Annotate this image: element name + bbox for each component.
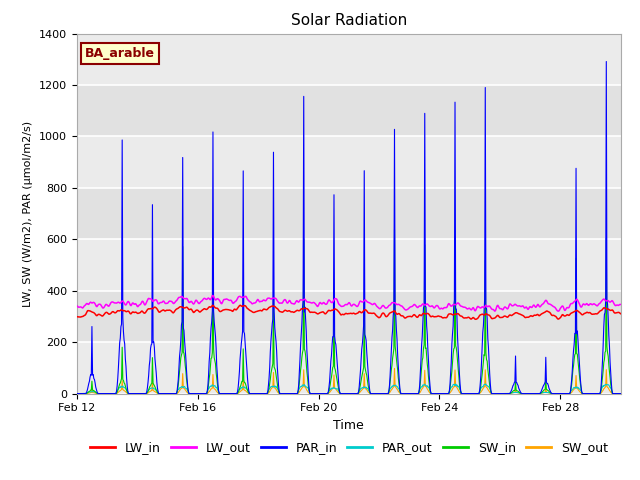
LW_out xyxy=(201,296,209,301)
Bar xyxy=(77,85,621,136)
SW_out xyxy=(381,391,389,396)
Line: LW_in: LW_in xyxy=(77,305,621,319)
SW_in xyxy=(390,227,398,233)
SW_in xyxy=(381,391,389,396)
SW_out xyxy=(300,367,308,372)
PAR_in xyxy=(617,391,625,396)
LW_in xyxy=(301,305,308,311)
LW_in xyxy=(472,316,479,322)
SW_in xyxy=(300,236,308,242)
PAR_out xyxy=(73,391,81,396)
SW_in xyxy=(271,366,278,372)
LW_in xyxy=(236,302,244,308)
LW_out xyxy=(271,295,279,301)
PAR_in xyxy=(93,386,100,392)
SW_out xyxy=(617,391,625,396)
LW_out xyxy=(554,308,562,314)
LW_in xyxy=(382,313,390,319)
SW_in xyxy=(73,391,81,396)
Y-axis label: LW, SW (W/m2), PAR (µmol/m2/s): LW, SW (W/m2), PAR (µmol/m2/s) xyxy=(24,120,33,307)
SW_out xyxy=(513,390,520,396)
X-axis label: Time: Time xyxy=(333,419,364,432)
SW_out xyxy=(73,391,81,396)
LW_in xyxy=(73,314,81,320)
Bar xyxy=(77,188,621,240)
PAR_out xyxy=(300,382,308,388)
LW_in xyxy=(617,311,625,317)
Title: Solar Radiation: Solar Radiation xyxy=(291,13,407,28)
LW_out xyxy=(617,301,625,307)
LW_out xyxy=(382,305,390,311)
PAR_in xyxy=(73,391,81,396)
Bar xyxy=(77,291,621,342)
PAR_out xyxy=(452,381,460,387)
Text: BA_arable: BA_arable xyxy=(85,47,155,60)
Line: SW_out: SW_out xyxy=(77,368,621,394)
PAR_out xyxy=(93,390,100,396)
PAR_out xyxy=(201,391,209,396)
SW_in xyxy=(617,391,625,396)
PAR_out xyxy=(617,391,625,396)
LW_in xyxy=(513,310,521,316)
SW_out xyxy=(93,391,100,396)
Line: LW_out: LW_out xyxy=(77,296,621,311)
SW_in xyxy=(201,391,209,396)
SW_in xyxy=(93,390,100,396)
PAR_in xyxy=(271,324,278,330)
SW_out xyxy=(201,391,209,396)
LW_out xyxy=(513,302,520,308)
Legend: LW_in, LW_out, PAR_in, PAR_out, SW_in, SW_out: LW_in, LW_out, PAR_in, PAR_out, SW_in, S… xyxy=(85,436,613,459)
LW_in xyxy=(271,304,279,310)
Line: PAR_in: PAR_in xyxy=(77,61,621,394)
PAR_out xyxy=(381,391,389,396)
SW_out xyxy=(390,365,398,371)
PAR_in xyxy=(201,391,209,396)
PAR_in xyxy=(381,391,389,396)
LW_out xyxy=(209,293,217,299)
PAR_in xyxy=(300,94,308,99)
Line: PAR_out: PAR_out xyxy=(77,384,621,394)
LW_out xyxy=(301,296,308,302)
PAR_in xyxy=(513,380,520,385)
SW_in xyxy=(513,388,520,394)
LW_in xyxy=(93,312,100,318)
SW_out xyxy=(271,385,278,391)
PAR_out xyxy=(513,390,520,396)
LW_out xyxy=(73,303,81,309)
LW_out xyxy=(93,303,100,309)
Line: SW_in: SW_in xyxy=(77,230,621,394)
PAR_out xyxy=(271,383,278,389)
PAR_in xyxy=(602,59,610,64)
LW_in xyxy=(201,306,209,312)
